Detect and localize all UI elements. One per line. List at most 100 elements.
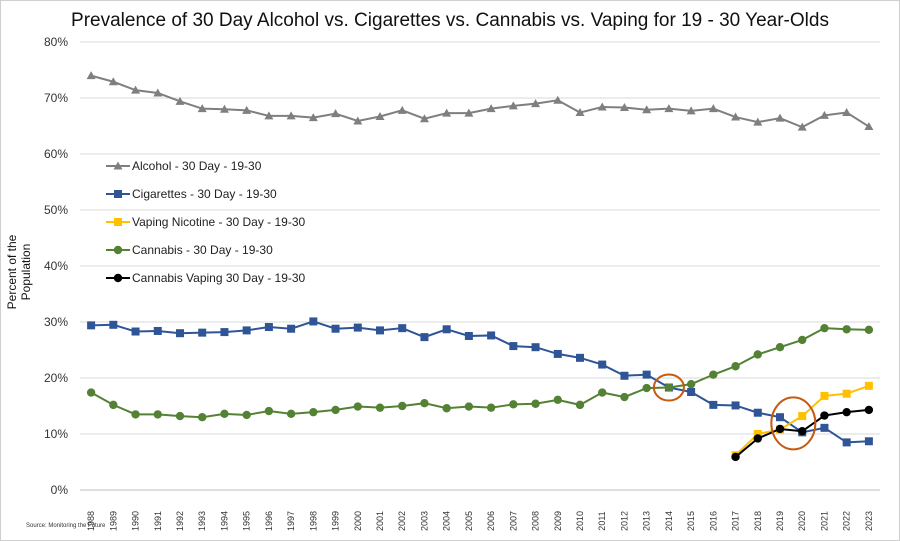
- x-tick-label: 2014: [664, 511, 674, 531]
- data-point-cannabis-30-day-19-30: [486, 403, 496, 412]
- data-point-cigarettes-30-day-19-30: [376, 326, 384, 335]
- x-tick-label: 1989: [108, 511, 118, 531]
- data-point-cannabis-30-day-19-30: [686, 379, 696, 389]
- data-point-alcohol-30-day-19-30: [219, 104, 229, 113]
- data-point-cigarettes-30-day-19-30: [731, 401, 740, 410]
- legend-entry: Cannabis - 30 Day - 19-30: [132, 243, 273, 257]
- data-point-cigarettes-30-day-19-30: [553, 349, 562, 358]
- data-point-cannabis-30-day-19-30: [820, 323, 829, 333]
- data-point-cigarettes-30-day-19-30: [509, 342, 518, 351]
- data-point-cannabis-30-day-19-30: [553, 395, 562, 405]
- data-point-alcohol-30-day-19-30: [131, 85, 141, 94]
- data-point-cigarettes-30-day-19-30: [287, 324, 296, 333]
- data-point-cannabis-30-day-19-30: [598, 388, 607, 397]
- data-point-alcohol-30-day-19-30: [419, 114, 429, 123]
- data-point-cannabis-30-day-19-30: [775, 343, 785, 352]
- data-point-cannabis-30-day-19-30: [331, 405, 340, 415]
- x-tick-label: 1999: [331, 511, 341, 531]
- data-point-cannabis-30-day-19-30: [198, 413, 207, 422]
- data-point-cigarettes-30-day-19-30: [753, 408, 762, 417]
- data-point-alcohol-30-day-19-30: [597, 102, 607, 111]
- data-point-alcohol-30-day-19-30: [819, 110, 829, 119]
- data-point-alcohol-30-day-19-30: [197, 104, 207, 113]
- y-tick-label: 20%: [44, 371, 68, 385]
- series-line-cigarettes-30-day-19-30: [91, 320, 869, 444]
- data-point-alcohol-30-day-19-30: [553, 95, 563, 104]
- data-point-alcohol-30-day-19-30: [86, 71, 96, 80]
- x-tick-label: 1998: [308, 511, 318, 531]
- data-point-alcohol-30-day-19-30: [864, 122, 874, 131]
- data-point-alcohol-30-day-19-30: [486, 104, 496, 113]
- data-point-alcohol-30-day-19-30: [264, 111, 274, 120]
- data-point-cigarettes-30-day-19-30: [331, 324, 340, 333]
- data-point-cigarettes-30-day-19-30: [220, 328, 229, 337]
- data-point-alcohol-30-day-19-30: [775, 113, 785, 122]
- data-point-alcohol-30-day-19-30: [397, 105, 407, 114]
- x-tick-label: 1994: [219, 511, 229, 531]
- data-point-cannabis-vaping-30-day-19-30: [820, 411, 829, 420]
- data-point-cannabis-30-day-19-30: [264, 406, 274, 416]
- x-tick-label: 1990: [131, 511, 141, 531]
- x-tick-label: 1996: [264, 511, 274, 531]
- highlight-ellipse: [652, 373, 685, 402]
- x-tick-label: 1997: [286, 511, 296, 531]
- x-tick-label: 2013: [642, 511, 652, 531]
- data-point-cigarettes-30-day-19-30: [353, 323, 362, 332]
- data-point-cannabis-vaping-30-day-19-30: [731, 452, 740, 462]
- data-point-cannabis-vaping-30-day-19-30: [753, 434, 762, 443]
- data-point-cannabis-30-day-19-30: [420, 399, 429, 408]
- data-point-cigarettes-30-day-19-30: [709, 400, 718, 409]
- x-tick-label: 2002: [397, 511, 407, 531]
- legend-entry: Alcohol - 30 Day - 19-30: [132, 159, 262, 173]
- data-point-alcohol-30-day-19-30: [331, 109, 341, 118]
- data-point-cannabis-30-day-19-30: [620, 392, 629, 402]
- data-point-cigarettes-30-day-19-30: [420, 333, 429, 342]
- data-point-cigarettes-30-day-19-30: [464, 332, 473, 340]
- data-point-cannabis-30-day-19-30: [575, 400, 585, 410]
- series-line-cannabis-30-day-19-30: [90, 327, 869, 419]
- data-point-cannabis-30-day-19-30: [109, 400, 118, 410]
- legend-entry: Cigarettes - 30 Day - 19-30: [132, 187, 277, 201]
- chart-title: Prevalence of 30 Day Alcohol vs. Cigaret…: [71, 10, 829, 31]
- data-point-cigarettes-30-day-19-30: [398, 324, 407, 333]
- x-tick-label: 1993: [197, 511, 207, 531]
- y-tick-label: 0%: [51, 483, 69, 497]
- data-point-cannabis-30-day-19-30: [353, 402, 362, 411]
- data-point-cannabis-vaping-30-day-19-30: [842, 407, 851, 417]
- data-point-cigarettes-30-day-19-30: [620, 371, 629, 380]
- data-point-cigarettes-30-day-19-30: [131, 327, 140, 336]
- x-tick-label: 2023: [864, 511, 874, 531]
- data-point-cannabis-30-day-19-30: [864, 325, 874, 335]
- data-point-alcohol-30-day-19-30: [619, 103, 629, 112]
- x-tick-label: 2012: [619, 511, 629, 531]
- data-point-cannabis-vaping-30-day-19-30: [864, 405, 874, 415]
- x-tick-label: 2003: [419, 511, 429, 531]
- data-point-vaping-nicotine-30-day-19-30: [753, 430, 762, 438]
- x-tick-label: 2008: [531, 511, 541, 531]
- y-tick-label: 50%: [44, 203, 68, 217]
- legend-swatch-marker: [113, 161, 123, 170]
- x-tick-label: 2011: [597, 511, 607, 530]
- data-point-cigarettes-30-day-19-30: [264, 323, 273, 332]
- data-point-cannabis-30-day-19-30: [175, 411, 185, 421]
- data-point-cigarettes-30-day-19-30: [531, 343, 540, 352]
- data-point-alcohol-30-day-19-30: [175, 96, 185, 105]
- x-tick-label: 2022: [842, 511, 852, 531]
- x-tick-label: 1988: [86, 511, 96, 531]
- data-point-alcohol-30-day-19-30: [108, 77, 118, 86]
- legend-swatch-marker: [113, 245, 123, 255]
- x-tick-label: 2004: [442, 511, 452, 531]
- legend-entry: Cannabis Vaping 30 Day - 19-30: [132, 271, 306, 285]
- data-point-cannabis-30-day-19-30: [131, 410, 140, 419]
- x-tick-label: 2019: [775, 511, 785, 531]
- series-line-alcohol-30-day-19-30: [90, 74, 870, 129]
- x-tick-label: 2009: [553, 511, 563, 531]
- x-tick-label: 1991: [153, 511, 163, 531]
- x-tick-label: 1992: [175, 511, 185, 531]
- data-point-cannabis-30-day-19-30: [220, 409, 229, 419]
- x-tick-label: 2010: [575, 511, 585, 531]
- x-tick-label: 2017: [731, 511, 741, 531]
- data-point-vaping-nicotine-30-day-19-30: [842, 389, 851, 398]
- x-tick-label: 2007: [508, 511, 518, 531]
- data-point-cannabis-30-day-19-30: [664, 383, 674, 392]
